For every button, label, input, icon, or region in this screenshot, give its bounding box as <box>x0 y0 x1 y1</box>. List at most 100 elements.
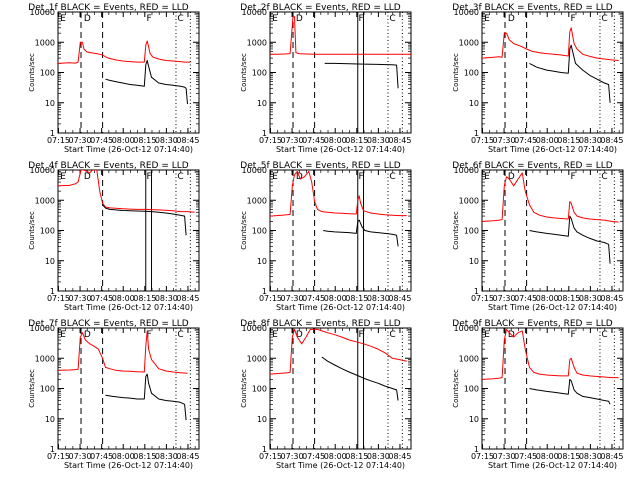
y-tick-label: 10 <box>257 99 267 108</box>
y-tick-label: 1 <box>50 287 55 296</box>
lld-series-line <box>482 328 619 380</box>
x-tick-label: 08:00 <box>536 136 559 145</box>
marker-label: D <box>508 14 515 24</box>
marker-label: F <box>570 330 575 340</box>
marker-label: E <box>60 330 66 340</box>
axes-frame <box>481 327 624 450</box>
lld-series-line <box>58 170 195 213</box>
series-group <box>482 172 619 264</box>
chart-title: Det_5f BLACK = Events, RED = LLD <box>240 161 400 171</box>
y-tick-label: 100 <box>464 69 479 78</box>
marker-lines <box>504 328 615 449</box>
events-series-line <box>324 62 399 89</box>
x-tick-label: 08:30 <box>155 136 178 145</box>
lld-series-line <box>270 170 407 217</box>
lld-series-line <box>270 16 411 55</box>
y-tick-label: 100 <box>252 385 267 394</box>
marker-label: C <box>601 14 607 24</box>
marker-label: C <box>601 172 607 182</box>
panel-det-8: Det_8f BLACK = Events, RED = LLD 1 10 100 10… <box>240 319 412 470</box>
lld-series-line <box>482 172 619 223</box>
y-tick-label: 1000 <box>35 354 55 363</box>
marker-label: D <box>508 172 515 182</box>
x-tick-label: 08:30 <box>579 294 602 303</box>
x-tick-label: 08:45 <box>388 294 411 303</box>
events-series-line <box>529 215 611 264</box>
y-tick-label: 10 <box>45 99 55 108</box>
y-tick-label: 100 <box>252 69 267 78</box>
x-tick-label: 07:30 <box>493 294 516 303</box>
y-tick-label: 1000 <box>247 354 267 363</box>
y-tick-label: 10000 <box>30 166 55 175</box>
x-tick-label: 08:00 <box>112 452 135 461</box>
x-axis-label: Start Time (26-Oct-12 07:14:40) <box>488 303 617 312</box>
marker-label: F <box>570 172 575 182</box>
y-tick-label: 10000 <box>242 8 267 17</box>
axes-frame <box>57 11 200 134</box>
series-group <box>58 40 191 105</box>
chart-title: Det_9f BLACK = Events, RED = LLD <box>452 319 612 329</box>
y-tick-label: 10 <box>45 257 55 266</box>
y-axis-label: Counts/sec <box>452 369 460 408</box>
chart-title: Det_8f BLACK = Events, RED = LLD <box>240 319 400 329</box>
x-tick-label: 08:45 <box>600 136 623 145</box>
series-group <box>58 330 188 421</box>
y-axis-label: Counts/sec <box>240 53 248 92</box>
x-axis-label: Start Time (26-Oct-12 07:14:40) <box>64 145 193 154</box>
marker-label: D <box>296 330 303 340</box>
marker-label: E <box>272 172 278 182</box>
marker-label: E <box>60 14 66 24</box>
y-tick-label: 100 <box>40 69 55 78</box>
panel-det-2: Det_2f BLACK = Events, RED = LLD 1 10 100 10… <box>240 3 412 154</box>
y-tick-label: 1000 <box>35 196 55 205</box>
x-tick-label: 08:30 <box>367 452 390 461</box>
y-tick-label: 1000 <box>35 38 55 47</box>
y-tick-label: 10 <box>469 257 479 266</box>
y-tick-label: 10000 <box>242 166 267 175</box>
y-tick-label: 1000 <box>459 38 479 47</box>
x-tick-label: 07:30 <box>69 294 92 303</box>
events-series-line <box>323 219 399 247</box>
x-tick-label: 07:45 <box>514 136 537 145</box>
marker-label: D <box>296 14 303 24</box>
marker-label: F <box>146 172 151 182</box>
y-tick-label: 10 <box>257 415 267 424</box>
x-tick-label: 08:00 <box>112 294 135 303</box>
marker-label: C <box>389 330 395 340</box>
y-tick-label: 10000 <box>454 166 479 175</box>
x-tick-label: 08:30 <box>579 452 602 461</box>
x-tick-label: 08:15 <box>345 294 368 303</box>
x-tick-label: 07:45 <box>514 452 537 461</box>
x-tick-label: 07:15 <box>471 136 494 145</box>
x-tick-label: 07:15 <box>47 294 70 303</box>
y-axis-label: Counts/sec <box>452 211 460 250</box>
marker-label: D <box>84 172 91 182</box>
marker-label: E <box>272 14 278 24</box>
x-tick-label: 07:45 <box>90 136 113 145</box>
marker-label: C <box>601 330 607 340</box>
marker-lines <box>80 12 191 133</box>
axes-frame <box>269 169 412 292</box>
x-tick-label: 08:00 <box>324 136 347 145</box>
x-axis-label: Start Time (26-Oct-12 07:14:40) <box>276 461 405 470</box>
x-tick-label: 07:30 <box>281 294 304 303</box>
events-series-line <box>529 378 611 405</box>
panel-det-7: Det_7f BLACK = Events, RED = LLD 1 10 100 10… <box>28 319 200 470</box>
x-tick-label: 08:00 <box>324 452 347 461</box>
y-tick-label: 1000 <box>247 38 267 47</box>
marker-label: D <box>84 14 91 24</box>
x-tick-label: 08:15 <box>557 452 580 461</box>
marker-lines <box>80 328 191 449</box>
events-series-line <box>105 60 188 105</box>
marker-lines <box>292 12 403 133</box>
x-tick-label: 07:30 <box>281 136 304 145</box>
x-tick-label: 08:15 <box>345 452 368 461</box>
x-tick-label: 08:45 <box>600 294 623 303</box>
y-tick-label: 10 <box>257 257 267 266</box>
axes-frame <box>481 11 624 134</box>
x-tick-label: 07:45 <box>302 294 325 303</box>
x-tick-label: 07:15 <box>47 136 70 145</box>
marker-lines <box>292 328 403 449</box>
y-tick-label: 10000 <box>30 8 55 17</box>
